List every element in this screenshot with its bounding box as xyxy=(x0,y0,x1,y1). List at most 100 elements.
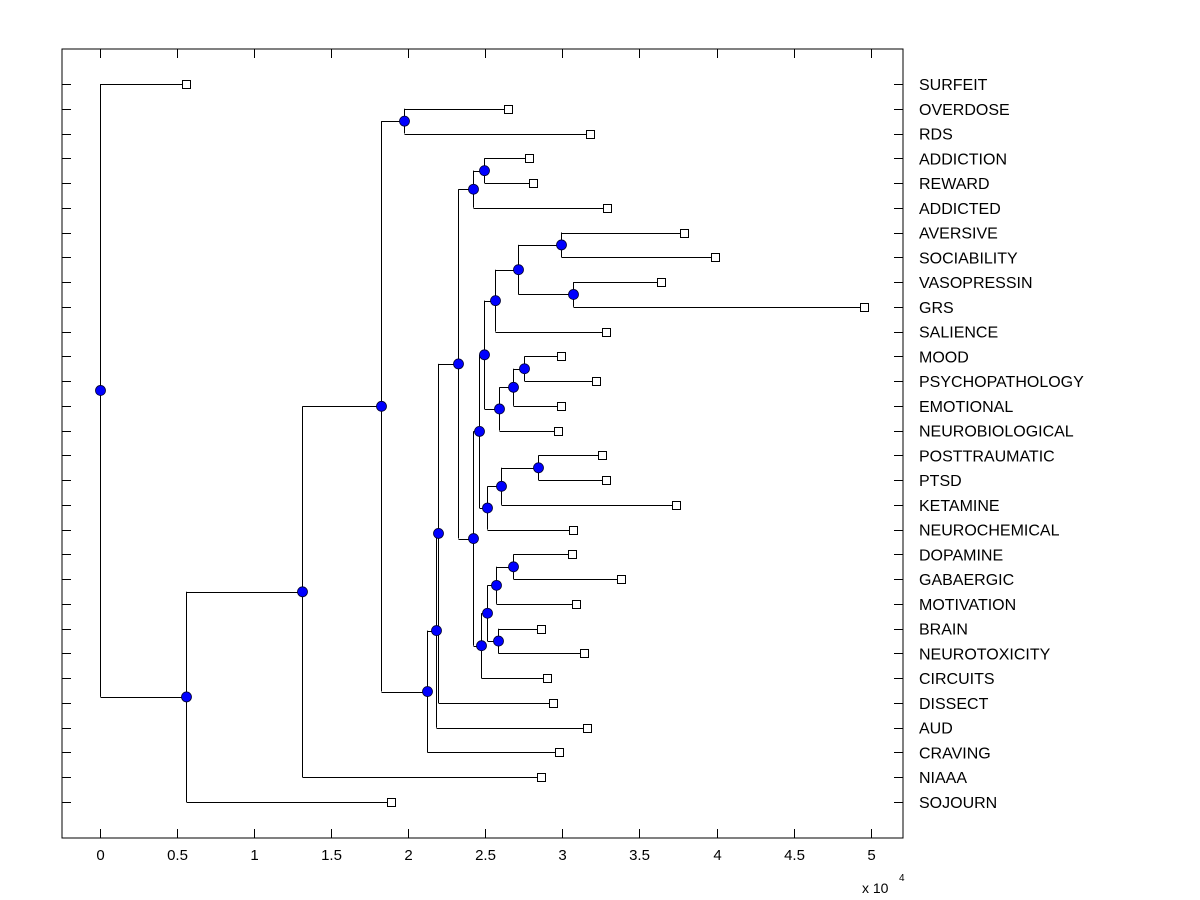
leaf-marker xyxy=(569,526,578,535)
node-marker xyxy=(376,400,387,412)
leaf-label: RDS xyxy=(919,127,953,144)
node-marker xyxy=(508,381,519,393)
node-marker xyxy=(493,635,504,647)
node-marker xyxy=(568,289,579,300)
x-tick-label: 4.5 xyxy=(784,847,805,864)
leaf-label: CIRCUITS xyxy=(919,671,995,688)
node-marker xyxy=(399,115,410,127)
leaf-marker xyxy=(602,476,611,485)
axes-frame xyxy=(61,48,904,839)
node-marker xyxy=(474,425,485,437)
node-marker xyxy=(479,165,490,177)
x-tick-label: 3 xyxy=(558,847,566,864)
leaf-label: PSYCHOPATHOLOGY xyxy=(919,374,1084,391)
leaf-marker xyxy=(529,179,538,188)
node-marker xyxy=(556,239,567,251)
leaf-marker xyxy=(557,402,566,411)
leaf-label: KETAMINE xyxy=(919,498,1000,515)
node-marker xyxy=(494,403,505,415)
leaf-label: SALIENCE xyxy=(919,325,998,342)
leaf-marker xyxy=(580,649,589,658)
x-tick-labels: 0 0.5 1 1.5 2 2.5 3 3.5 4 4.5 5 xyxy=(96,847,875,864)
leaf-marker xyxy=(557,352,566,361)
leaf-marker xyxy=(525,154,534,163)
leaf-label: SURFEIT xyxy=(919,77,988,94)
leaf-marker xyxy=(182,80,191,89)
leaf-marker xyxy=(657,278,666,287)
node-marker xyxy=(431,625,442,636)
leaf-marker xyxy=(598,451,607,460)
node-marker xyxy=(422,686,433,697)
x-tick-label: 3.5 xyxy=(629,847,650,864)
node-marker xyxy=(533,462,544,474)
leaf-label: VASOPRESSIN xyxy=(919,275,1033,292)
x-tick-label: 5 xyxy=(867,847,875,864)
node-marker xyxy=(519,363,530,375)
tree-markers xyxy=(95,80,869,807)
node-marker xyxy=(513,264,524,276)
leaf-label: BRAIN xyxy=(919,622,968,639)
leaf-label: DOPAMINE xyxy=(919,547,1003,564)
leaf-label: MOOD xyxy=(919,349,969,366)
leaf-marker xyxy=(860,303,869,312)
leaf-label: NEUROCHEMICAL xyxy=(919,523,1060,540)
leaf-marker xyxy=(602,328,611,337)
node-marker xyxy=(496,480,507,492)
node-marker xyxy=(468,533,479,544)
leaf-marker xyxy=(555,748,564,757)
leaf-marker xyxy=(603,204,612,213)
leaf-label: MOTIVATION xyxy=(919,597,1016,614)
x-tick-label: 1.5 xyxy=(321,847,342,864)
node-marker xyxy=(479,349,490,361)
leaf-label: NEUROTOXICITY xyxy=(919,646,1051,663)
x-multiplier-exponent: 4 xyxy=(899,873,905,884)
leaf-marker xyxy=(549,699,558,708)
leaf-label: AVERSIVE xyxy=(919,226,998,243)
node-marker xyxy=(95,385,106,396)
node-marker xyxy=(476,640,487,652)
node-marker xyxy=(433,528,444,539)
leaf-label: DISSECT xyxy=(919,696,989,713)
leaf-label: SOJOURN xyxy=(919,795,997,812)
leaf-marker xyxy=(554,427,563,436)
node-marker xyxy=(482,607,493,619)
leaf-marker xyxy=(387,798,396,807)
leaf-label: REWARD xyxy=(919,176,990,193)
node-marker xyxy=(491,579,502,591)
x-tick-label: 2 xyxy=(404,847,412,864)
leaf-marker xyxy=(672,501,681,510)
leaf-label: CRAVING xyxy=(919,745,991,762)
leaf-labels: SURFEIT OVERDOSE RDS ADDICTION REWARD ADDICTE… xyxy=(919,77,1084,812)
leaf-label: PTSD xyxy=(919,473,962,490)
leaf-label: EMOTIONAL xyxy=(919,399,1013,416)
leaf-label: NIAAA xyxy=(919,770,967,787)
leaf-marker xyxy=(568,550,577,559)
x-tick-label: 4 xyxy=(713,847,721,864)
leaf-marker xyxy=(680,229,689,238)
leaf-marker xyxy=(711,253,720,262)
leaf-label: ADDICTED xyxy=(919,201,1001,218)
leaf-marker xyxy=(592,377,601,386)
node-marker xyxy=(453,358,464,370)
x-tick-label: 1 xyxy=(250,847,258,864)
node-marker xyxy=(490,295,501,307)
node-marker xyxy=(297,586,308,598)
leaf-marker xyxy=(537,625,546,634)
leaf-marker xyxy=(537,773,546,782)
leaf-label: GRS xyxy=(919,300,954,317)
leaf-label: OVERDOSE xyxy=(919,102,1010,119)
leaf-label: POSTTRAUMATIC xyxy=(919,448,1055,465)
x-multiplier-label: x 10 xyxy=(862,880,889,896)
leaf-marker xyxy=(543,674,552,683)
leaf-marker xyxy=(583,724,592,733)
leaf-label: AUD xyxy=(919,721,953,738)
leaf-label: SOCIABILITY xyxy=(919,250,1018,267)
node-marker xyxy=(482,502,493,514)
node-marker xyxy=(468,183,479,195)
node-marker xyxy=(508,561,519,573)
leaf-marker xyxy=(586,130,595,139)
node-marker xyxy=(181,691,192,703)
x-tick-label: 0.5 xyxy=(167,847,188,864)
